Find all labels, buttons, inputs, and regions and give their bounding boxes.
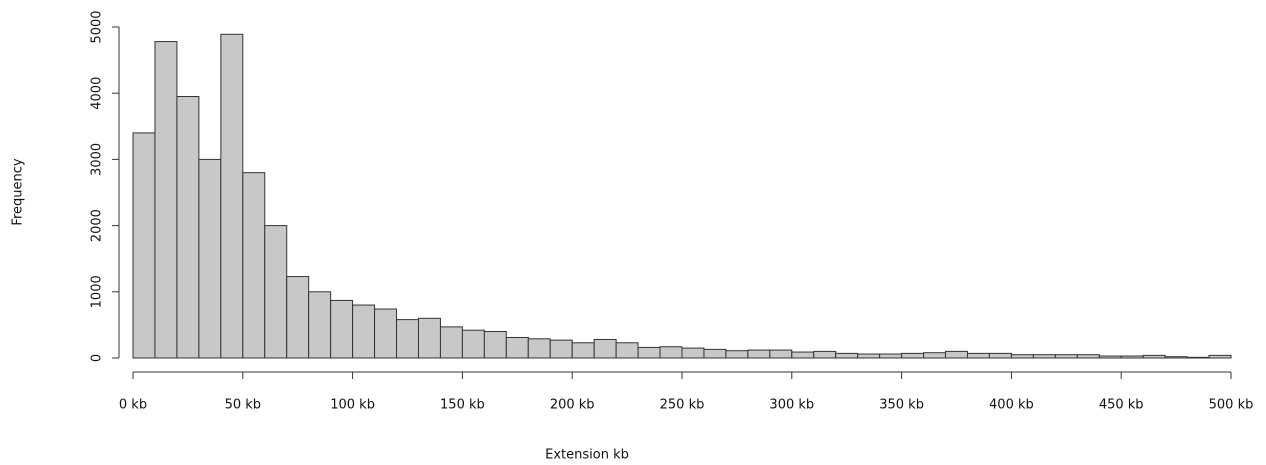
bar	[1186, 356, 1210, 359]
x-tick-label: 450 kb	[1099, 398, 1144, 413]
bar	[1010, 354, 1034, 359]
y-tick-label: 0	[90, 354, 105, 362]
bar	[1054, 354, 1078, 359]
bar	[681, 347, 705, 359]
bar	[988, 352, 1012, 359]
y-tick-label: 2000	[90, 209, 105, 242]
bar	[1098, 355, 1122, 359]
bar	[571, 342, 595, 359]
bar	[1208, 354, 1232, 359]
bar	[747, 349, 771, 359]
x-tick-label: 0 kb	[119, 398, 147, 413]
bar	[417, 317, 441, 359]
bar	[352, 304, 376, 359]
bar	[176, 96, 200, 359]
bar	[242, 172, 266, 359]
bar	[549, 339, 573, 359]
bar	[220, 33, 244, 359]
y-tick-label: 4000	[90, 77, 105, 110]
bar	[769, 349, 793, 359]
bar	[1164, 356, 1188, 359]
x-tick-label: 200 kb	[550, 398, 595, 413]
x-tick-label: 500 kb	[1209, 398, 1254, 413]
x-tick-label: 50 kb	[225, 398, 261, 413]
bar	[461, 329, 485, 359]
bar	[813, 350, 837, 359]
y-tick-label: 3000	[90, 143, 105, 176]
bar	[703, 348, 727, 359]
bar	[286, 276, 310, 359]
bar	[725, 350, 749, 359]
bar	[154, 41, 178, 359]
bar	[966, 352, 990, 359]
bar	[901, 352, 925, 359]
y-tick-label: 5000	[90, 10, 105, 43]
bar	[593, 338, 617, 359]
bar	[879, 353, 903, 359]
bar	[374, 308, 398, 359]
bar	[396, 319, 419, 359]
y-axis-label: Frequency	[11, 158, 26, 225]
bar	[483, 331, 507, 359]
bar	[330, 299, 354, 359]
bar	[1032, 354, 1056, 359]
bar	[791, 351, 815, 359]
bar	[1076, 354, 1100, 359]
bar	[857, 353, 881, 359]
y-tick-label: 1000	[90, 275, 105, 308]
bar	[1142, 354, 1166, 359]
bar	[132, 132, 156, 359]
bar	[945, 350, 968, 359]
x-tick-label: 250 kb	[660, 398, 705, 413]
bar	[615, 342, 639, 359]
x-axis-label: Extension kb	[545, 448, 629, 463]
x-tick-label: 400 kb	[989, 398, 1034, 413]
x-tick-label: 350 kb	[879, 398, 924, 413]
bar	[439, 326, 463, 359]
bar	[505, 336, 529, 359]
x-tick-label: 300 kb	[769, 398, 814, 413]
bar	[264, 225, 288, 359]
bar	[527, 338, 551, 359]
bar	[835, 352, 859, 359]
x-tick-label: 150 kb	[440, 398, 485, 413]
bar	[1120, 355, 1144, 359]
bar	[637, 346, 661, 359]
bar	[923, 352, 947, 359]
bar	[198, 158, 222, 359]
bar	[308, 291, 332, 359]
x-tick-label: 100 kb	[330, 398, 375, 413]
bar	[659, 346, 683, 359]
